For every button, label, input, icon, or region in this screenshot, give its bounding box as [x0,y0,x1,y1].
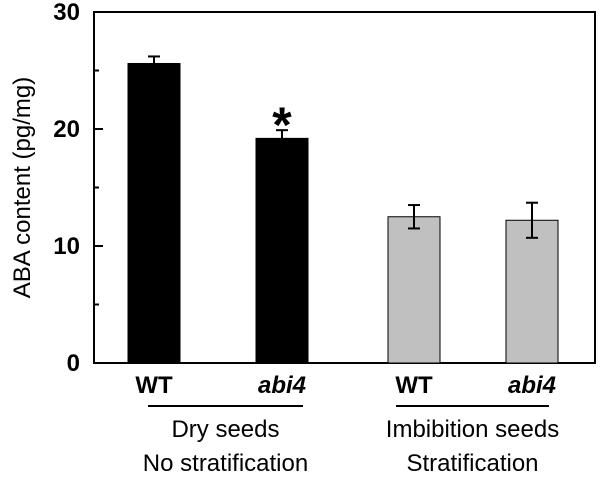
y-axis-title: ABA content (pg/mg) [9,77,36,298]
group-label: No stratification [143,450,308,477]
bar [255,137,309,364]
bar [127,62,181,364]
x-category-label: abi4 [258,372,306,399]
bar [387,216,441,364]
chart-axes: 0 10 20 30 ABA content (pg/mg) [9,0,596,377]
x-category-label: WT [395,372,433,399]
group-label: Imbibition seeds [386,416,559,443]
x-category-label: abi4 [508,372,556,399]
group-label: Stratification [406,450,538,477]
y-tick-label: 30 [53,0,80,26]
bar [505,219,559,364]
group-label: Dry seeds [171,416,279,443]
x-category-label: WT [135,372,173,399]
y-tick-label: 20 [53,116,80,143]
y-tick-label: 0 [67,350,80,377]
chart-bars [127,55,559,364]
y-tick-label: 10 [53,233,80,260]
significance-asterisk: * [272,97,292,153]
chart-labels: * WT abi4 WT abi4 Dry seeds No stratification I… [135,97,559,477]
